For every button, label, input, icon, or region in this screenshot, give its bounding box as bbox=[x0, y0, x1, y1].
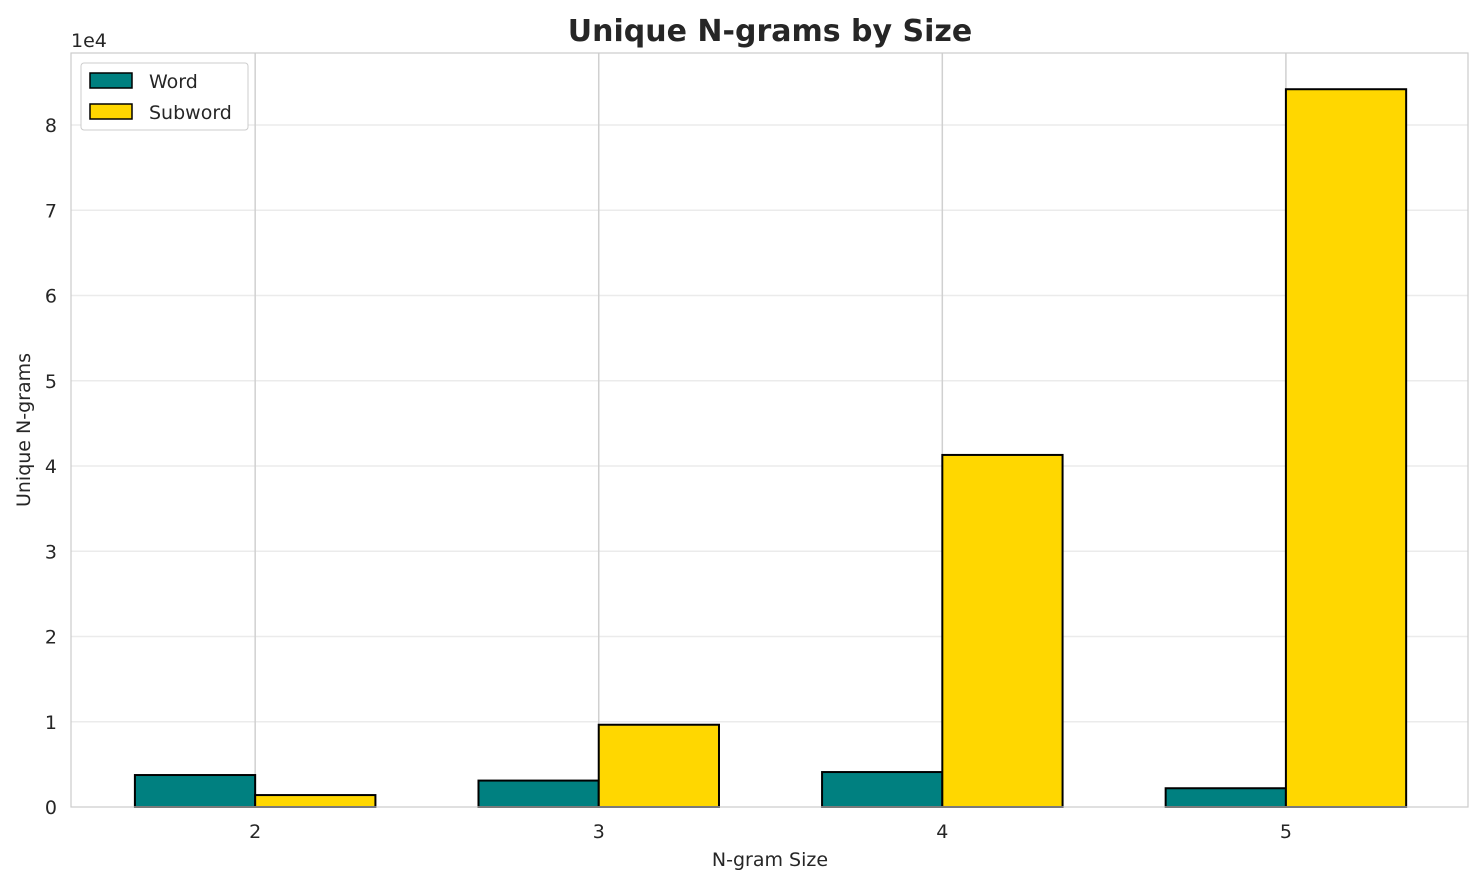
bar-subword-4 bbox=[941, 453, 1064, 808]
bar-subword-5 bbox=[1284, 88, 1408, 809]
y-tick-label: 3 bbox=[45, 541, 57, 563]
bar-word-3 bbox=[477, 779, 600, 809]
legend-label-word: Word bbox=[149, 71, 198, 93]
plot-frame bbox=[70, 52, 1469, 808]
y-tick-label: 6 bbox=[45, 286, 57, 308]
legend-swatch-subword bbox=[89, 103, 133, 120]
y-tick-label: 4 bbox=[45, 456, 57, 478]
bar-subword-3 bbox=[597, 723, 720, 809]
chart-title: Unique N-grams by Size bbox=[568, 14, 972, 49]
legend: Word Subword bbox=[80, 62, 249, 131]
y-tick-label: 0 bbox=[45, 797, 57, 819]
y-tick-labels: 0 1 2 3 4 5 6 7 8 bbox=[45, 115, 57, 819]
y-offset-label: 1e4 bbox=[71, 30, 107, 52]
bar-word-5 bbox=[1164, 787, 1287, 809]
y-axis-label: Unique N-grams bbox=[13, 353, 35, 507]
x-tick-label: 3 bbox=[593, 821, 605, 843]
y-tick-label: 7 bbox=[45, 200, 57, 222]
x-tick-labels: 2 3 4 5 bbox=[249, 821, 1292, 843]
x-tick-label: 4 bbox=[936, 821, 948, 843]
legend-swatch-word bbox=[89, 72, 133, 89]
x-tick-label: 5 bbox=[1280, 821, 1292, 843]
y-tick-label: 8 bbox=[45, 115, 57, 137]
x-axis-label: N-gram Size bbox=[712, 849, 828, 871]
grid bbox=[71, 53, 1468, 807]
y-tick-label: 5 bbox=[45, 371, 57, 393]
bar-subword-2 bbox=[254, 794, 377, 808]
bar-word-2 bbox=[133, 774, 257, 808]
x-tick-label: 2 bbox=[249, 821, 261, 843]
y-tick-label: 2 bbox=[45, 627, 57, 649]
bars bbox=[133, 88, 1408, 809]
legend-label-subword: Subword bbox=[149, 102, 232, 124]
y-tick-label: 1 bbox=[45, 712, 57, 734]
bar-word-4 bbox=[821, 771, 944, 809]
